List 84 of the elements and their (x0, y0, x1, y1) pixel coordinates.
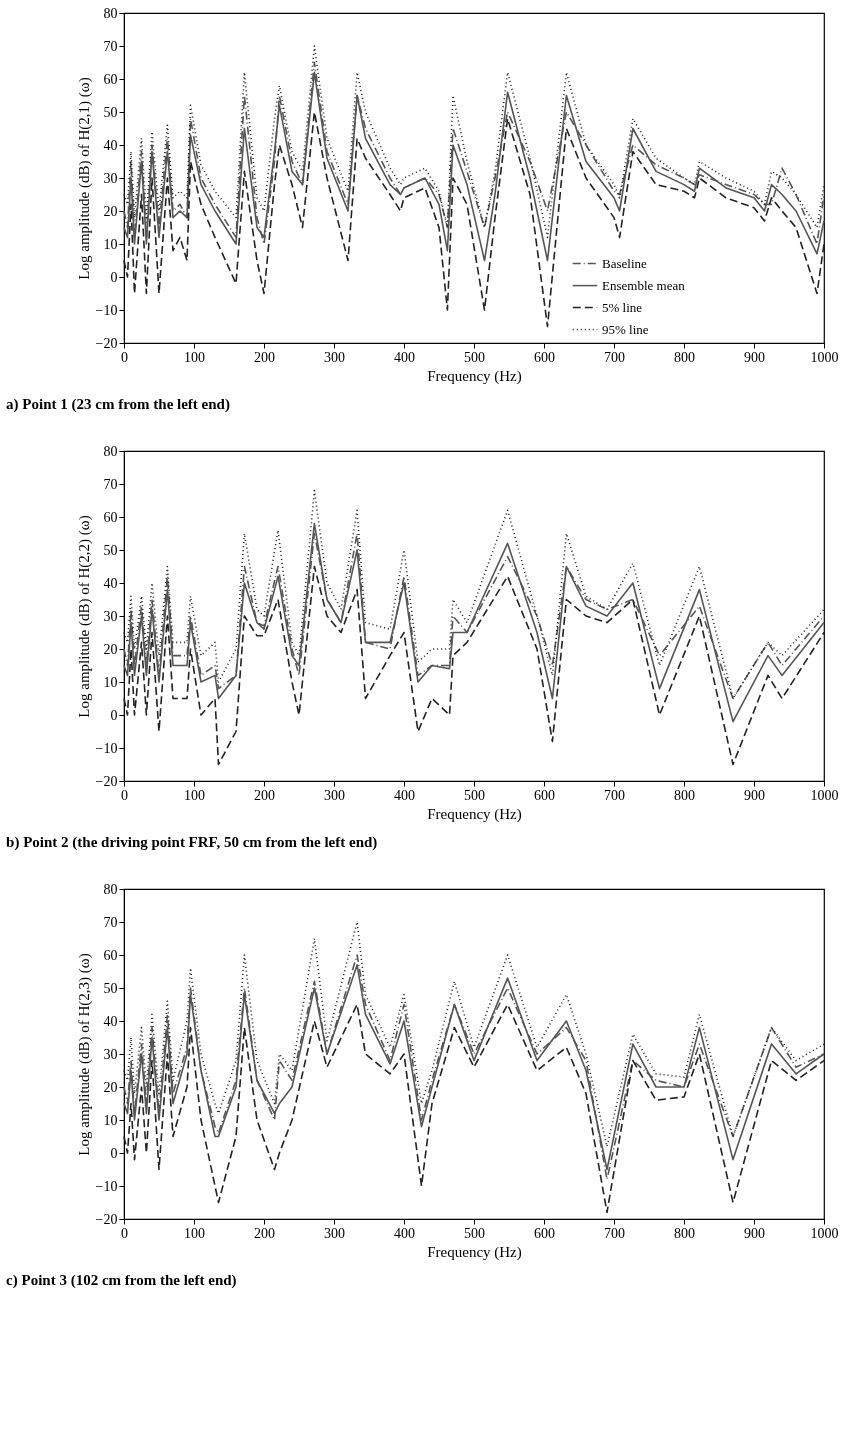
y-tick-label: 50 (103, 980, 118, 996)
y-tick-label: 70 (103, 476, 118, 492)
y-tick-label: −10 (95, 740, 118, 756)
text: a) Point 1 (23 cm from the left end) (6, 396, 230, 413)
y-tick-label: 20 (103, 203, 118, 219)
x-tick-label: 300 (324, 349, 345, 365)
x-tick-label: 900 (744, 1225, 765, 1241)
x-tick-label: 1000 (810, 1225, 839, 1241)
text: b) Point 2 (the driving point FRF, 50 cm from the left end) (6, 834, 378, 851)
y-tick-label: 10 (103, 674, 118, 690)
x-tick-label: 1000 (810, 349, 839, 365)
y-tick-label: −20 (95, 1211, 118, 1227)
x-tick-label: 800 (674, 787, 695, 803)
y-tick-label: 80 (103, 881, 118, 897)
x-tick-label: 800 (674, 1225, 695, 1241)
y-tick-label: −10 (95, 302, 118, 318)
x-tick-label: 500 (464, 349, 485, 365)
legend-label: Ensemble mean (602, 277, 686, 293)
x-axis-title: Frequency (Hz) (427, 805, 522, 823)
legend-label: Baseline (602, 255, 647, 271)
x-tick-label: 700 (604, 1225, 625, 1241)
x-tick-label: 500 (464, 787, 485, 803)
x-tick-label: 100 (184, 349, 205, 365)
legend-label: 95% line (602, 321, 649, 337)
legend-label: 5% line (602, 299, 643, 315)
y-tick-label: 40 (103, 1013, 118, 1029)
x-tick-label: 200 (254, 787, 275, 803)
y-tick-label: 50 (103, 542, 118, 558)
x-tick-label: 900 (744, 349, 765, 365)
x-tick-label: 800 (674, 349, 695, 365)
x-tick-label: 600 (534, 349, 555, 365)
x-tick-label: 700 (604, 787, 625, 803)
x-tick-label: 100 (184, 1225, 205, 1241)
y-tick-label: −20 (95, 773, 118, 789)
line-series (123, 489, 825, 700)
y-tick-label: 40 (103, 575, 118, 591)
y-tick-label: 70 (103, 914, 118, 930)
y-axis-title: Log amplitude (dB) of H(2,3) (ω) (75, 953, 93, 1156)
y-tick-label: 60 (103, 947, 118, 963)
y-tick-label: 20 (103, 641, 118, 657)
line-series (123, 565, 825, 766)
x-tick-label: 400 (394, 1225, 415, 1241)
line-series (123, 1003, 825, 1214)
x-axis-title: Frequency (Hz) (427, 367, 522, 385)
x-tick-label: 0 (121, 787, 128, 803)
y-tick-label: 0 (110, 269, 118, 285)
x-tick-label: 200 (254, 1225, 275, 1241)
x-tick-label: 400 (394, 349, 415, 365)
y-tick-label: −20 (95, 335, 118, 351)
y-tick-label: 70 (103, 38, 118, 54)
y-tick-label: 80 (103, 5, 118, 21)
x-tick-label: 100 (184, 787, 205, 803)
x-tick-label: 900 (744, 787, 765, 803)
x-tick-label: 500 (464, 1225, 485, 1241)
y-tick-label: 10 (103, 236, 118, 252)
line-series (123, 522, 825, 723)
y-tick-label: 60 (103, 71, 118, 87)
y-axis-title: Log amplitude (dB) of H(2,2) (ω) (75, 515, 93, 718)
y-tick-label: 80 (103, 443, 118, 459)
y-axis-title: Log amplitude (dB) of H(2,1) (ω) (75, 77, 93, 280)
y-tick-label: 20 (103, 1079, 118, 1095)
y-tick-label: 0 (110, 1145, 118, 1161)
x-tick-label: 300 (324, 1225, 345, 1241)
x-tick-label: 400 (394, 787, 415, 803)
y-tick-label: 40 (103, 137, 118, 153)
x-tick-label: 600 (534, 787, 555, 803)
line-series (123, 921, 825, 1148)
x-tick-label: 600 (534, 1225, 555, 1241)
y-tick-label: −10 (95, 1178, 118, 1194)
x-tick-label: 1000 (810, 787, 839, 803)
y-tick-label: 30 (103, 170, 118, 186)
x-tick-label: 300 (324, 787, 345, 803)
y-tick-label: 50 (103, 104, 118, 120)
x-tick-label: 200 (254, 349, 275, 365)
y-tick-label: 30 (103, 608, 118, 624)
y-tick-label: 0 (110, 707, 118, 723)
x-tick-label: 700 (604, 349, 625, 365)
y-tick-label: 60 (103, 509, 118, 525)
y-tick-label: 10 (103, 1112, 118, 1128)
x-tick-label: 0 (121, 1225, 128, 1241)
text: c) Point 3 (102 cm from the left end) (6, 1272, 237, 1289)
x-axis-title: Frequency (Hz) (427, 1243, 522, 1261)
x-tick-label: 0 (121, 349, 128, 365)
y-tick-label: 30 (103, 1046, 118, 1062)
